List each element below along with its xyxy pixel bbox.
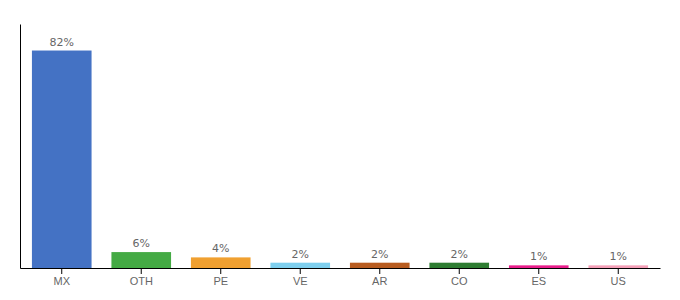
data-label: 1% bbox=[530, 250, 547, 263]
bar bbox=[429, 263, 489, 268]
bars bbox=[32, 51, 648, 268]
data-label: 2% bbox=[371, 248, 388, 261]
data-labels: 82% 6% 4% 2% 2% 2% 1% 1% bbox=[50, 36, 627, 264]
data-label: 4% bbox=[212, 242, 229, 255]
x-tick-mark bbox=[538, 268, 539, 274]
x-tick-mark bbox=[220, 268, 221, 274]
x-tick-mark bbox=[379, 268, 380, 274]
x-tick: AR bbox=[372, 268, 387, 287]
bar bbox=[588, 265, 648, 268]
chart-container: MX OTH PE VE AR CO ES US 82% 6% 4% 2% 2% 2% 1% 1% bbox=[0, 0, 680, 300]
bar bbox=[191, 257, 251, 268]
x-tick-mark bbox=[61, 268, 62, 274]
y-axis-line bbox=[20, 25, 21, 269]
bar bbox=[111, 252, 171, 268]
x-tick-label: AR bbox=[372, 275, 387, 287]
chart-svg: MX OTH PE VE AR CO ES US 82% 6% 4% 2% 2% 2% 1% 1% bbox=[0, 0, 680, 300]
data-label: 2% bbox=[451, 248, 468, 261]
x-tick: MX bbox=[53, 268, 70, 287]
x-tick: PE bbox=[213, 268, 228, 287]
data-label: 2% bbox=[292, 248, 309, 261]
data-label: 82% bbox=[50, 36, 74, 49]
bar bbox=[509, 265, 569, 268]
y-axis bbox=[20, 25, 21, 269]
x-tick: ES bbox=[531, 268, 546, 287]
x-axis-line bbox=[21, 268, 661, 269]
x-tick-mark bbox=[459, 268, 460, 274]
bar bbox=[350, 263, 410, 268]
x-tick-label: CO bbox=[451, 275, 468, 287]
x-tick-mark bbox=[618, 268, 619, 274]
x-tick-label: PE bbox=[213, 275, 228, 287]
data-label: 6% bbox=[133, 237, 150, 250]
x-tick: OTH bbox=[130, 268, 153, 287]
x-tick: CO bbox=[451, 268, 468, 287]
bar bbox=[270, 263, 330, 268]
bar bbox=[32, 51, 92, 268]
x-tick-label: ES bbox=[531, 275, 546, 287]
x-axis: MX OTH PE VE AR CO ES US bbox=[21, 268, 661, 287]
data-label: 1% bbox=[610, 250, 627, 263]
x-tick-label: US bbox=[611, 275, 626, 287]
x-tick-mark bbox=[300, 268, 301, 274]
x-tick: US bbox=[611, 268, 626, 287]
x-tick-label: VE bbox=[293, 275, 308, 287]
plot: MX OTH PE VE AR CO ES US 82% 6% 4% 2% 2% 2% 1% 1% bbox=[21, 25, 661, 287]
x-tick-label: MX bbox=[53, 275, 70, 287]
x-tick-mark bbox=[141, 268, 142, 274]
x-tick: VE bbox=[293, 268, 308, 287]
x-tick-label: OTH bbox=[130, 275, 153, 287]
